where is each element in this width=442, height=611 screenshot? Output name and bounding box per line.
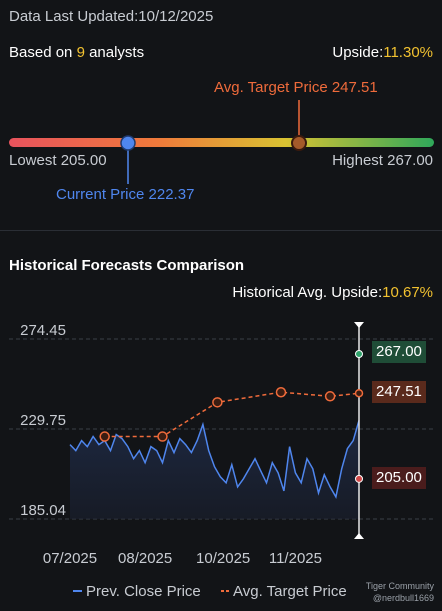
avg-target-points — [99, 386, 336, 442]
high-target-marker — [355, 349, 363, 358]
historical-upside-text: Historical Avg. Upside:10.67% — [232, 284, 433, 301]
close-price-line — [69, 420, 360, 499]
target-low-label: 205.00 — [372, 467, 426, 489]
target-point — [324, 391, 336, 402]
range-bar — [9, 138, 434, 147]
cursor-bottom-handle[interactable] — [354, 533, 364, 539]
cursor-top-handle[interactable] — [354, 322, 364, 328]
upside-text: Upside:11.30% — [332, 44, 433, 61]
historical-title: Historical Forecasts Comparison — [9, 257, 245, 274]
y-tick-label: 185.04 — [20, 502, 66, 519]
legend-close-label: Prev. Close Price — [86, 583, 201, 600]
cursor-markers — [354, 349, 364, 483]
y-tick-label: 274.45 — [20, 322, 66, 339]
x-axis-ticks: 07/2025 08/2025 10/2025 11/2025 — [43, 550, 322, 567]
target-point — [275, 386, 287, 398]
avg-target-label: Avg. Target Price 247.51 — [214, 79, 378, 96]
watermark-brand: Tiger Community — [365, 581, 434, 591]
watermark: Tiger Community @nerdbull1669 — [366, 580, 434, 604]
close-price-area — [70, 420, 359, 519]
last-updated-date: 10/12/2025 — [138, 8, 214, 25]
avg-target-cursor-marker — [354, 388, 364, 398]
watermark-user: @nerdbull1669 — [372, 593, 434, 603]
last-updated-text: Data Last Updated:10/12/2025 — [9, 8, 213, 25]
historical-upside-value: 10.67% — [382, 284, 433, 301]
target-point — [99, 431, 110, 442]
current-price-label: Current Price 222.37 — [56, 186, 195, 203]
y-tick-label: 229.75 — [20, 412, 66, 429]
analyst-count-text: Based on 9 analysts — [9, 44, 144, 61]
chart-legend: Prev. Close Price Avg. Target Price — [73, 583, 347, 600]
highest-label: Highest 267.00 — [332, 152, 433, 169]
section-divider — [0, 230, 442, 231]
avg-target-marker — [291, 135, 307, 151]
analyst-suffix: analysts — [84, 44, 145, 61]
lowest-label: Lowest 205.00 — [9, 152, 107, 169]
upside-label: Upside: — [332, 44, 384, 61]
last-updated-label: Data Last Updated: — [9, 8, 139, 25]
historical-chart: 274.45 229.75 185.04 07/2025 08/2025 10/2025… — [9, 322, 434, 600]
x-tick-label: 10/2025 — [196, 550, 250, 567]
avg-target-line — [104, 391, 360, 438]
low-target-marker — [355, 474, 363, 483]
upside-value: 11.30% — [383, 44, 433, 61]
y-axis-ticks: 274.45 229.75 185.04 — [20, 322, 66, 519]
x-tick-label: 07/2025 — [43, 550, 97, 567]
target-avg-label: 247.51 — [372, 381, 426, 403]
current-price-marker — [120, 135, 136, 151]
x-tick-label: 08/2025 — [118, 550, 172, 567]
analyst-count: 9 — [76, 44, 85, 61]
price-range-gauge — [9, 100, 434, 184]
analyst-prefix: Based on — [9, 44, 77, 61]
chart-cursor[interactable] — [354, 322, 364, 539]
target-point — [212, 397, 223, 408]
legend-target-label: Avg. Target Price — [233, 583, 347, 600]
historical-upside-label: Historical Avg. Upside: — [232, 284, 383, 301]
target-high-label: 267.00 — [372, 341, 426, 363]
target-point — [157, 431, 168, 442]
x-tick-label: 11/2025 — [269, 550, 322, 567]
